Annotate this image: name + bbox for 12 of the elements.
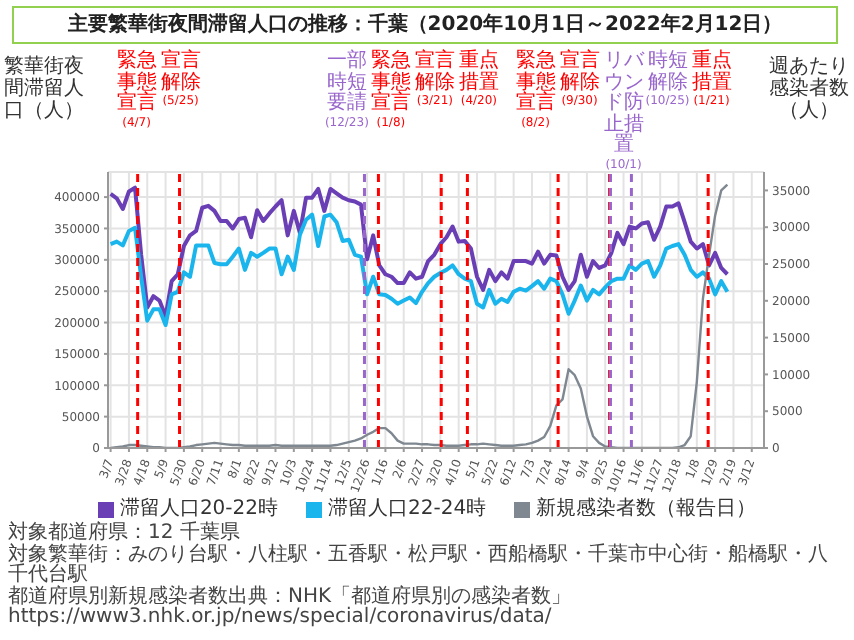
legend-label: 滞留人口22-24時 bbox=[328, 498, 487, 522]
legend-label: 新規感染者数（報告日） bbox=[536, 498, 757, 522]
line-series bbox=[109, 183, 729, 448]
text: 対象繁華街：みのり台駅・八柱駅・五香駅・松戸駅・西船橋駅・千葉市中心街・船橋駅・八千代台駅 bbox=[8, 543, 830, 586]
chart-title: 主要繁華街夜間滞留人口の推移：千葉（2020年10月1日～2022年2月12日） bbox=[12, 6, 838, 44]
text: 都道府県別新規感染者数出典：NHK「都道府県別の感染者数」https://www3.nhk.or.jp/news/special/coronavirus/data/ bbox=[8, 585, 574, 629]
legend-label: 滞留人口20-22時 bbox=[119, 498, 278, 521]
text: 対象都道府県：12 千葉県 bbox=[8, 522, 242, 544]
y-axis-title: 繁華街夜間滞留人口（人） bbox=[4, 56, 86, 122]
y2-axis-title: 週あたり感染者数（人） bbox=[768, 56, 850, 122]
line-series bbox=[108, 212, 730, 328]
line-series bbox=[108, 185, 730, 319]
